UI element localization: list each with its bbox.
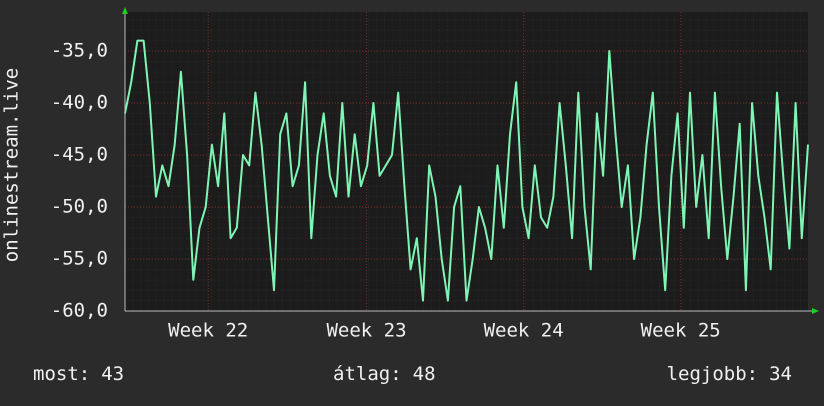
y-tick-label: -45,0 <box>51 144 108 166</box>
y-tick-label: -40,0 <box>51 92 108 114</box>
y-tick-label: -50,0 <box>51 196 108 218</box>
x-arrow <box>812 308 819 314</box>
stat-label: most: <box>33 363 90 385</box>
stat: legjobb: 34 <box>667 363 792 385</box>
stat: átlag: 48 <box>333 363 436 385</box>
x-tick-label: Week 24 <box>484 320 564 342</box>
y-tick-label: -60,0 <box>51 300 108 322</box>
x-tick-label: Week 23 <box>326 320 406 342</box>
stat-label: legjobb: <box>667 363 759 385</box>
stat-value: 43 <box>101 363 124 385</box>
y-tick-label: -35,0 <box>51 40 108 62</box>
stat-value: 34 <box>769 363 792 385</box>
y-arrow <box>122 7 128 14</box>
stat-label: átlag: <box>333 363 402 385</box>
x-tick-label: Week 22 <box>168 320 248 342</box>
stat-value: 48 <box>413 363 436 385</box>
y-axis-label: onlinestream.live <box>1 68 23 262</box>
y-tick-label: -55,0 <box>51 248 108 270</box>
stat: most: 43 <box>33 363 124 385</box>
data-line <box>124 39 809 302</box>
x-tick-label: Week 25 <box>641 320 721 342</box>
